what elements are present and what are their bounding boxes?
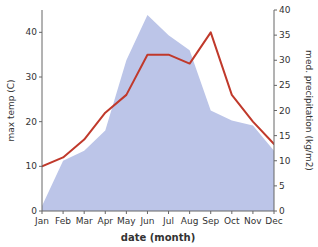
x-tick xyxy=(63,211,64,214)
y-tick-label: 30 xyxy=(26,72,38,82)
x-tick xyxy=(126,211,127,214)
y2-tick xyxy=(274,160,277,161)
y-axis-label: max temp (C) xyxy=(6,79,16,141)
x-tick xyxy=(189,211,190,214)
y-axis-line xyxy=(42,10,43,211)
chart-container: 0 10 20 30 40 0 5 10 15 20 25 30 35 40 Jan Feb Mar Apr May… xyxy=(0,0,318,247)
y-tick xyxy=(39,32,42,33)
y-tick-label: 40 xyxy=(26,27,38,37)
chart-svg: 0 10 20 30 40 0 5 10 15 20 25 30 35 40 Jan Feb Mar Apr May… xyxy=(0,0,318,247)
precipitation-area xyxy=(42,15,274,211)
x-tick xyxy=(168,211,169,214)
x-tick xyxy=(210,211,211,214)
x-tick-label: Jul xyxy=(162,216,174,226)
plot-area xyxy=(42,15,274,211)
y2-tick-label: 5 xyxy=(279,181,285,191)
x-tick xyxy=(231,211,232,214)
y2-tick xyxy=(274,60,277,61)
x-tick xyxy=(147,211,148,214)
y2-tick-label: 15 xyxy=(279,131,290,141)
x-tick xyxy=(252,211,253,214)
y2-tick xyxy=(274,35,277,36)
x-tick-label: Dec xyxy=(265,216,282,226)
x-tick-label: Mar xyxy=(76,216,93,226)
x-tick-label: Oct xyxy=(224,216,240,226)
y-tick-label: 20 xyxy=(26,117,38,127)
x-tick-label: Jun xyxy=(139,216,154,226)
y-tick xyxy=(39,166,42,167)
y2-axis-label: med. precipitation (kg/m2) xyxy=(304,50,314,171)
x-tick-label: Jan xyxy=(34,216,49,226)
y2-tick-label: 10 xyxy=(279,156,291,166)
y-tick xyxy=(39,77,42,78)
y2-tick-label: 25 xyxy=(279,80,290,90)
y2-tick-label: 35 xyxy=(279,30,290,40)
x-tick-label: Feb xyxy=(55,216,71,226)
x-tick-label: Apr xyxy=(97,216,113,226)
x-tick-label: Nov xyxy=(244,216,262,226)
temperature-line xyxy=(42,32,274,166)
y2-tick xyxy=(274,135,277,136)
x-tick xyxy=(274,211,275,214)
y2-tick xyxy=(274,185,277,186)
y2-tick xyxy=(274,110,277,111)
x-tick xyxy=(42,211,43,214)
y2-tick-label: 20 xyxy=(279,106,291,116)
x-tick-label: Aug xyxy=(181,216,199,226)
y2-tick xyxy=(274,10,277,11)
y2-tick-label: 0 xyxy=(279,206,285,216)
y-tick-label: 10 xyxy=(26,161,38,171)
x-axis-line xyxy=(42,211,274,212)
x-tick-label: May xyxy=(117,216,136,226)
y-tick-label: 0 xyxy=(31,206,37,216)
x-tick xyxy=(105,211,106,214)
y2-tick xyxy=(274,85,277,86)
y-tick xyxy=(39,121,42,122)
x-axis-label: date (month) xyxy=(121,232,195,243)
x-tick xyxy=(84,211,85,214)
y2-tick-label: 40 xyxy=(279,5,291,15)
y2-tick-label: 30 xyxy=(279,55,291,65)
x-tick-label: Sep xyxy=(202,216,219,226)
